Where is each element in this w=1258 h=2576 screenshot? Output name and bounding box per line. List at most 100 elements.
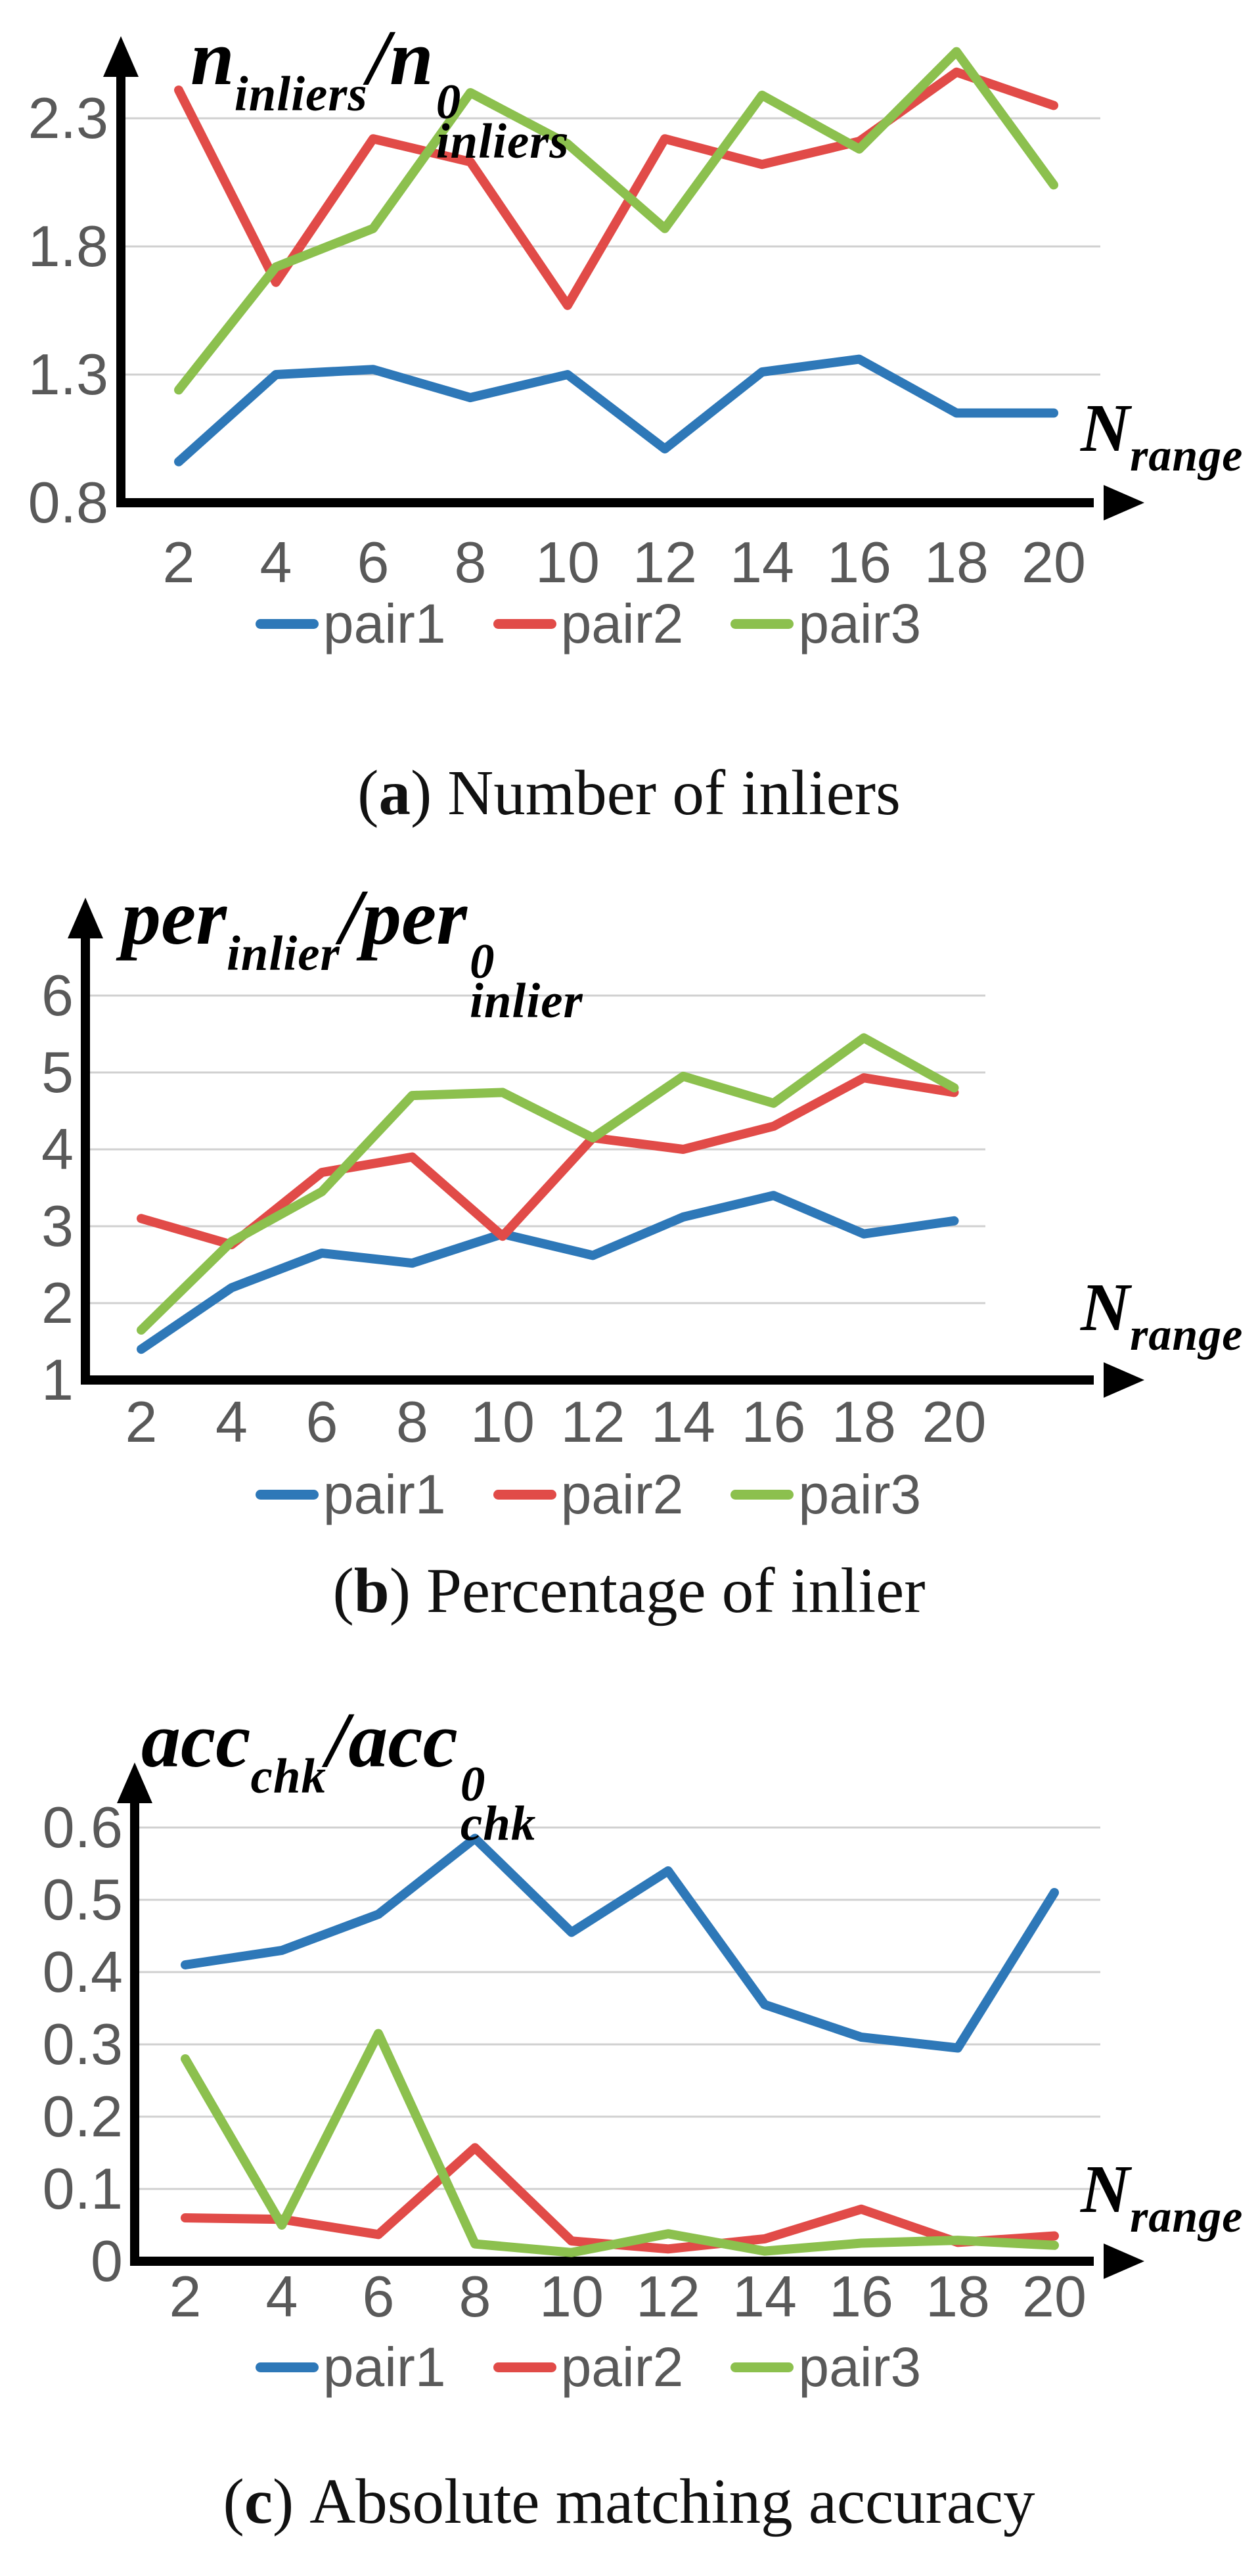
caption-paren: ( — [332, 1555, 354, 1626]
chart-b-caption: (b) Percentage of inlier — [0, 1559, 1258, 1622]
x-tick-label: 16 — [827, 530, 891, 595]
legend-label: pair1 — [323, 1463, 446, 1525]
series-line-pair2 — [137, 1073, 959, 1250]
legend-item-pair1: pair1 — [255, 2336, 446, 2398]
series-line-pair3 — [174, 47, 1058, 395]
legend-item-pair1: pair1 — [255, 1463, 446, 1525]
legend-item-pair2: pair2 — [493, 593, 684, 655]
nrange-base: N — [1081, 1270, 1131, 1345]
y-tick-label: 0.4 — [42, 1939, 123, 2004]
title-base: /n — [367, 14, 434, 101]
chart-a-y-axis-title: ninliers/n 0 inliers — [191, 18, 570, 167]
pair2-line-swatch — [493, 618, 556, 629]
x-tick-label: 2 — [169, 2264, 202, 2329]
caption-text: Absolute matching accuracy — [309, 2466, 1035, 2537]
x-tick-label: 10 — [535, 530, 600, 595]
y-tick-label: 2 — [41, 1270, 74, 1335]
chart-c-canvas — [117, 1762, 1144, 2279]
caption-paren: ( — [223, 2466, 244, 2537]
x-tick-label: 18 — [924, 530, 989, 595]
title-subscript: inlier — [226, 927, 340, 981]
chart-b-canvas — [68, 898, 1144, 1398]
caption-letter: a — [378, 758, 411, 828]
title-superscript: 0 — [469, 934, 495, 989]
y-tick-label: 0.8 — [28, 470, 108, 535]
x-tick-label: 20 — [922, 1389, 987, 1454]
pair1-line-swatch — [255, 1489, 319, 1500]
y-tick-label: 0.5 — [42, 1867, 123, 1932]
x-tick-label: 6 — [362, 2264, 395, 2329]
y-tick-label: 5 — [41, 1040, 74, 1105]
legend-label: pair2 — [560, 1463, 684, 1525]
x-tick-label: 18 — [832, 1389, 896, 1454]
caption-letter: b — [353, 1555, 390, 1626]
x-tick-label: 12 — [560, 1389, 625, 1454]
pair3-line-swatch — [730, 2362, 794, 2372]
series-line-pair1 — [137, 1191, 959, 1354]
y-tick-label: 6 — [41, 963, 74, 1028]
chart-c-x-axis-title: Nrange — [1081, 2155, 1243, 2240]
x-axis-arrowhead-icon — [1104, 485, 1144, 520]
title-base: acc — [141, 1696, 251, 1783]
y-axis-arrowhead-icon — [117, 1762, 152, 1803]
title-subscript: chk — [460, 1797, 537, 1851]
x-tick-label: 16 — [741, 1389, 806, 1454]
caption-paren: ) — [272, 2466, 294, 2537]
x-tick-label: 8 — [396, 1389, 428, 1454]
chart-a-legend: pair1 pair2 pair3 — [0, 596, 1217, 651]
legend-item-pair2: pair2 — [493, 1463, 684, 1525]
x-tick-label: 4 — [215, 1389, 248, 1454]
x-tick-label: 16 — [829, 2264, 893, 2329]
nrange-base: N — [1081, 390, 1131, 466]
x-tick-label: 20 — [1022, 530, 1086, 595]
legend-label: pair1 — [323, 593, 446, 655]
legend-label: pair3 — [798, 2336, 922, 2398]
y-tick-label: 1 — [41, 1347, 74, 1412]
chart-c-y-axis-title: accchk/acc 0 chk — [141, 1701, 537, 1851]
title-subscript: inliers — [234, 67, 368, 122]
title-subscript: chk — [250, 1749, 327, 1804]
nrange-subscript: range — [1130, 430, 1244, 481]
x-axis-arrowhead-icon — [1104, 2243, 1144, 2279]
title-supsub-stack: 0 chk — [460, 1760, 537, 1851]
x-tick-label: 2 — [125, 1389, 158, 1454]
chart-c: accchk/acc 0 chk Nrange pair1 pair2 pair3 … — [0, 1643, 1258, 2576]
x-tick-label: 8 — [459, 2264, 491, 2329]
legend-label: pair2 — [560, 2336, 684, 2398]
caption-text: Number of inliers — [447, 758, 901, 828]
legend-item-pair2: pair2 — [493, 2336, 684, 2398]
x-tick-label: 6 — [305, 1389, 338, 1454]
y-tick-label: 1.8 — [28, 214, 108, 279]
title-base: n — [191, 14, 235, 101]
y-tick-label: 0.6 — [42, 1795, 123, 1860]
chart-b: perinlier/per 0 inlier Nrange pair1 pair2 … — [0, 841, 1258, 1643]
x-tick-label: 12 — [636, 2264, 700, 2329]
x-axis-arrowhead-icon — [1104, 1362, 1144, 1398]
x-tick-label: 10 — [470, 1389, 535, 1454]
legend-label: pair2 — [560, 593, 684, 655]
y-tick-label: 0.3 — [42, 2012, 123, 2077]
chart-b-x-axis-title: Nrange — [1081, 1274, 1243, 1358]
x-tick-label: 6 — [357, 530, 390, 595]
chart-b-y-axis-title: perinlier/per 0 inlier — [122, 878, 583, 1026]
x-tick-label: 2 — [162, 530, 195, 595]
series-line-pair3 — [181, 2029, 1059, 2257]
legend-label: pair1 — [323, 2336, 446, 2398]
pair3-line-swatch — [730, 618, 794, 629]
legend-label: pair3 — [798, 1463, 922, 1525]
x-tick-label: 14 — [732, 2264, 797, 2329]
title-base: per — [122, 873, 227, 961]
legend-item-pair3: pair3 — [730, 1467, 921, 1522]
title-base: /acc — [326, 1696, 458, 1783]
pair1-line-swatch — [255, 618, 319, 629]
legend-item-pair1: pair1 — [255, 593, 446, 655]
series-line-pair3 — [137, 1033, 959, 1335]
pair3-line-swatch — [730, 1489, 794, 1500]
legend-item-pair3: pair3 — [730, 2339, 921, 2395]
x-tick-label: 4 — [259, 530, 292, 595]
legend-label: pair3 — [798, 593, 922, 655]
y-axis-arrowhead-icon — [103, 36, 139, 77]
caption-paren: ) — [389, 1555, 411, 1626]
x-tick-label: 10 — [539, 2264, 604, 2329]
y-tick-label: 0.1 — [42, 2156, 123, 2221]
